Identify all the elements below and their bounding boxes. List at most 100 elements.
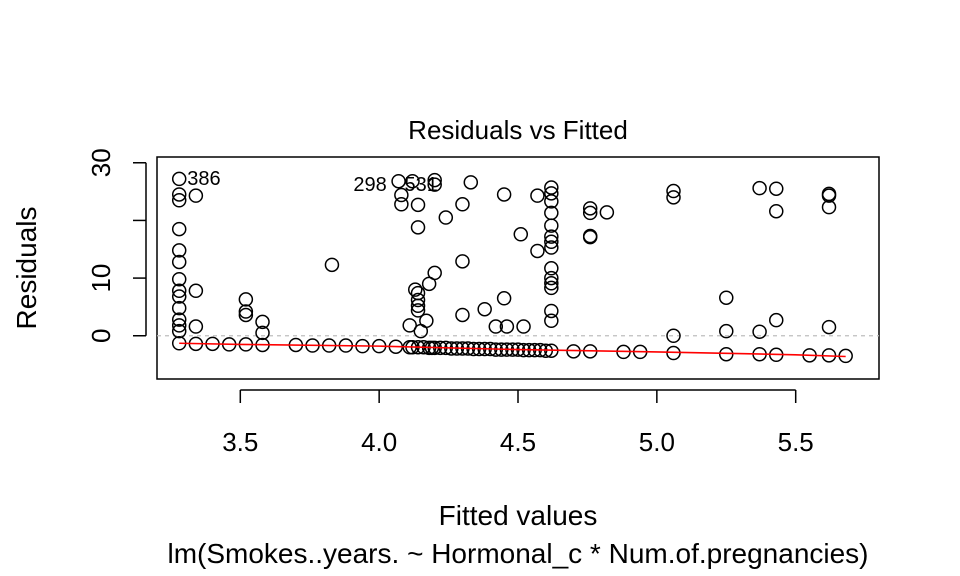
residual-point (171, 243, 187, 258)
residual-point (171, 318, 187, 333)
residual-point (171, 312, 187, 327)
residual-point (171, 254, 187, 270)
residual-point (544, 261, 559, 276)
residual-point (463, 175, 479, 190)
residual-point (455, 254, 470, 269)
residual-point (238, 292, 254, 307)
residual-point (821, 188, 837, 203)
residual-point (719, 323, 734, 339)
residual-point (496, 187, 512, 202)
residual-point (544, 276, 559, 291)
subtitle-formula: lm(Smokes..years. ~ Hormonal_c * Num.of.… (167, 538, 868, 569)
point-annotation-label: 531 (404, 174, 437, 196)
residual-points (171, 171, 853, 364)
x-axis-label: Fitted values (439, 500, 598, 531)
residual-point (544, 180, 559, 195)
residual-point (171, 192, 187, 208)
residual-point (171, 171, 187, 187)
residual-point (769, 312, 784, 328)
residual-point (499, 319, 515, 334)
residual-point (410, 303, 426, 318)
residual-point (171, 323, 187, 339)
x-axis: 3.5 4.0 4.5 5.0 5.5 (222, 389, 814, 457)
y-tick-label: 30 (86, 148, 116, 177)
residual-point (427, 177, 442, 192)
residual-point (419, 313, 434, 329)
residual-point (752, 324, 767, 339)
residual-point (599, 205, 615, 220)
y-tick-label: 0 (86, 329, 116, 343)
residual-point (188, 283, 204, 299)
residual-point (544, 218, 559, 233)
residual-point (544, 234, 559, 250)
residual-point (582, 205, 598, 221)
chart-title: Residuals vs Fitted (408, 115, 628, 145)
y-tick-label: 10 (86, 264, 116, 293)
residual-point (544, 313, 559, 329)
residual-point (544, 240, 559, 255)
residual-point (544, 194, 559, 209)
x-tick-label: 4.0 (361, 427, 397, 457)
residual-point (544, 229, 559, 244)
residual-point (171, 187, 187, 202)
residual-point (427, 172, 442, 188)
residual-point (455, 197, 470, 212)
residual-point (719, 290, 734, 305)
residual-point (513, 227, 529, 242)
residual-point (410, 292, 426, 308)
residual-point (405, 173, 420, 189)
smoother-line (179, 342, 846, 358)
plot-area: 386 298 531 (156, 156, 880, 380)
residual-point (410, 220, 426, 235)
residual-point (530, 243, 545, 259)
point-annotation-label: 386 (187, 168, 220, 190)
residual-point (455, 307, 470, 323)
residual-point (410, 298, 426, 314)
residual-point (438, 210, 454, 225)
residual-point (516, 319, 531, 334)
residual-point (769, 203, 784, 219)
residual-point (582, 228, 598, 244)
residual-point (544, 280, 559, 296)
y-axis: 0 10 30 (86, 148, 147, 343)
residual-point (496, 291, 512, 306)
residual-point (769, 181, 784, 196)
x-tick-label: 5.5 (778, 427, 814, 457)
residual-point (188, 188, 204, 203)
residual-point (666, 183, 681, 199)
x-tick-label: 3.5 (222, 427, 258, 457)
residual-point (544, 303, 559, 319)
residual-point (171, 271, 187, 287)
residual-point (488, 319, 504, 334)
residual-point (408, 282, 423, 297)
residual-point (171, 300, 187, 316)
residual-point (394, 197, 409, 212)
residual-point (188, 319, 204, 334)
residual-point (477, 301, 492, 317)
x-tick-label: 4.5 (500, 427, 536, 457)
plot-frame (156, 156, 880, 380)
residual-point (402, 318, 417, 333)
residual-point (391, 173, 406, 189)
residual-point (171, 283, 187, 299)
x-tick-label: 5.0 (639, 427, 675, 457)
residual-point (544, 270, 559, 286)
residual-point (530, 188, 545, 203)
residual-point (544, 186, 559, 201)
residual-point (238, 304, 254, 319)
residual-point (410, 197, 426, 213)
residual-point (324, 257, 340, 273)
residual-point (171, 289, 187, 304)
residual-point (238, 307, 254, 323)
residual-point (171, 221, 187, 237)
residual-point (582, 229, 598, 245)
residual-point (821, 319, 837, 335)
residual-point (255, 314, 270, 330)
residual-point (666, 190, 681, 205)
residual-point (666, 328, 681, 344)
y-axis-label: Residuals (11, 207, 42, 330)
residual-point (582, 201, 598, 216)
point-annotation-label: 298 (353, 174, 386, 196)
point-annotations: 386 298 531 (187, 168, 438, 196)
